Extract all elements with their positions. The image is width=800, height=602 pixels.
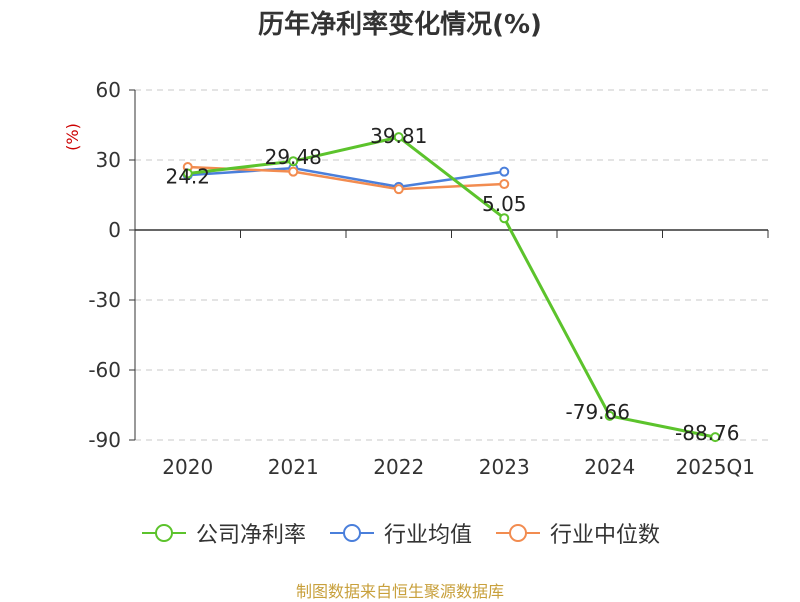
series-line-2 (187, 165, 505, 191)
data-point[interactable] (499, 179, 510, 190)
data-label: 5.05 (482, 192, 527, 216)
x-tick-label: 2023 (479, 455, 530, 479)
legend-marker-industry-mean (342, 524, 361, 542)
x-tick-label: 2021 (268, 455, 319, 479)
series-line-1 (187, 166, 505, 189)
legend: 公司净利率 行业均值 行业中位数 (0, 517, 800, 549)
chart-title: 历年净利率变化情况(%) (258, 10, 542, 40)
y-tick-label: 0 (108, 218, 121, 242)
y-tick-label: -90 (88, 428, 121, 452)
data-point[interactable] (182, 168, 193, 179)
y-tick-label: 60 (96, 78, 121, 102)
series-line-0 (187, 135, 716, 439)
data-point[interactable] (393, 132, 404, 143)
y-tick-label: 30 (96, 148, 121, 172)
legend-item-company[interactable]: 公司净利率 (140, 517, 306, 549)
legend-marker-company (154, 524, 173, 542)
data-labels: 24.2 29.48 39.81 5.05 -79.66 -88.76 (165, 124, 739, 445)
data-point[interactable] (710, 432, 721, 443)
legend-item-industry-mean[interactable]: 行业均值 (328, 517, 472, 549)
data-point[interactable] (288, 166, 299, 177)
x-tick-label: 2025Q1 (676, 455, 755, 479)
legend-label-industry-mean: 行业均值 (383, 523, 472, 548)
data-label: 24.2 (165, 165, 210, 189)
data-point[interactable] (604, 410, 615, 421)
x-tick-label: 2024 (584, 455, 635, 479)
axes: 60 30 0 -30 -60 -90 2020 2021 2022 2023 2024 2025Q1 (88, 78, 769, 479)
grid-lines (135, 89, 768, 441)
y-tick-label: -60 (88, 358, 121, 382)
data-point[interactable] (288, 156, 299, 167)
legend-swatch-industry-median (496, 524, 540, 542)
data-label: -79.66 (566, 400, 630, 424)
x-tick-label: 2020 (162, 455, 213, 479)
legend-label-industry-median: 行业中位数 (550, 523, 661, 548)
y-tick-label: -30 (88, 288, 121, 312)
legend-swatch-industry-mean (329, 524, 374, 542)
legend-swatch-company (141, 524, 186, 542)
source-footer: 制图数据来自恒生聚源数据库 (295, 582, 504, 601)
data-label: 29.48 (265, 145, 322, 169)
legend-marker-industry-median (509, 524, 527, 542)
legend-item-industry-median[interactable]: 行业中位数 (494, 517, 660, 549)
data-label: 39.81 (370, 124, 427, 148)
data-point[interactable] (393, 184, 404, 195)
data-point[interactable] (499, 213, 510, 224)
series-lines (182, 132, 721, 443)
data-label: -88.76 (675, 421, 739, 445)
x-tick-label: 2022 (373, 455, 424, 479)
data-point[interactable] (499, 166, 510, 177)
legend-label-company: 公司净利率 (195, 523, 306, 548)
